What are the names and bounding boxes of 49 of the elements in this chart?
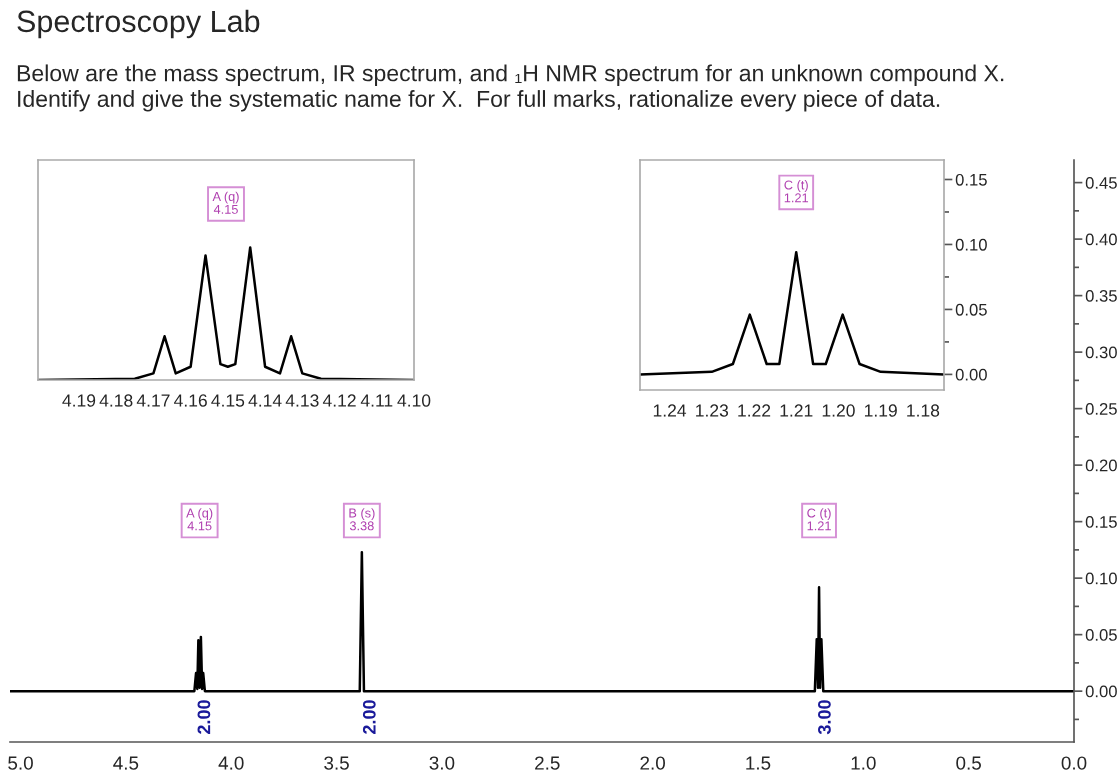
x-tick-label: 0.0 xyxy=(1061,756,1087,770)
y-tick-label: 0.00 xyxy=(1085,685,1117,698)
x-tick-label: 1.5 xyxy=(746,756,771,770)
x-tick-label: 3.5 xyxy=(324,756,349,770)
x-tick-label: 4.15 xyxy=(211,394,245,407)
x-tick-label: 0.5 xyxy=(956,756,981,770)
x-tick-label: 4.17 xyxy=(136,394,170,407)
x-tick-label: 1.22 xyxy=(738,404,771,417)
y-tick-label: 0.05 xyxy=(955,303,987,316)
x-tick-label: 2.5 xyxy=(535,756,560,770)
chart-title: Spectroscopy Lab xyxy=(17,9,260,39)
x-tick-label: 3.0 xyxy=(429,756,455,770)
x-tick-label: 4.0 xyxy=(218,756,244,770)
y-tick-label: 0.05 xyxy=(1085,629,1117,641)
x-tick-label: 4.5 xyxy=(113,756,139,770)
x-tick-label: 4.12 xyxy=(322,394,356,407)
x-tick-label: 4.16 xyxy=(174,394,207,407)
line-series xyxy=(10,550,1074,693)
chart-subtitle: Below are the mass spectrum, IR spectrum, and ₁H NMR spectrum for an unknown compound X. Identify and give the systematic name for X. For full marks, rationalize every piece of data. xyxy=(17,64,1004,112)
y-tick-label: 0.10 xyxy=(1085,572,1117,585)
annotation: 2.00 xyxy=(197,700,211,734)
y-tick-label: 0.45 xyxy=(1085,177,1117,189)
x-tick-label: 1.20 xyxy=(822,404,855,417)
y-tick-label: 0.30 xyxy=(1085,346,1117,359)
y-tick-label: 0.25 xyxy=(1085,403,1117,415)
y-tick-label: 0.10 xyxy=(955,238,987,251)
line-series xyxy=(640,251,944,376)
x-tick-label: 1.19 xyxy=(864,404,897,417)
x-tick-label: 4.19 xyxy=(62,394,96,407)
x-tick-label: 4.14 xyxy=(248,394,282,407)
y-tick-label: 0.00 xyxy=(955,368,987,381)
x-tick-label: 4.10 xyxy=(397,394,431,407)
x-tick-label: 4.13 xyxy=(285,394,319,407)
x-tick-label: 1.0 xyxy=(851,756,876,770)
y-tick-label: 0.15 xyxy=(1085,516,1117,528)
x-tick-label: 4.11 xyxy=(360,394,393,407)
annotation: 2.00 xyxy=(362,700,376,734)
x-tick-label: 4.18 xyxy=(99,394,133,407)
x-tick-label: 5.0 xyxy=(8,756,33,770)
annotation: 3.00 xyxy=(818,700,831,735)
x-tick-label: 1.18 xyxy=(907,404,940,417)
y-tick-label: 0.15 xyxy=(955,173,987,186)
x-tick-label: 2.0 xyxy=(640,756,666,770)
y-tick-label: 0.20 xyxy=(1085,459,1117,472)
x-tick-label: 1.24 xyxy=(653,404,687,417)
y-tick-label: 0.35 xyxy=(1085,290,1117,302)
y-tick-label: 0.40 xyxy=(1085,233,1117,246)
x-tick-label: 1.23 xyxy=(696,404,729,417)
x-tick-label: 1.21 xyxy=(780,404,813,417)
